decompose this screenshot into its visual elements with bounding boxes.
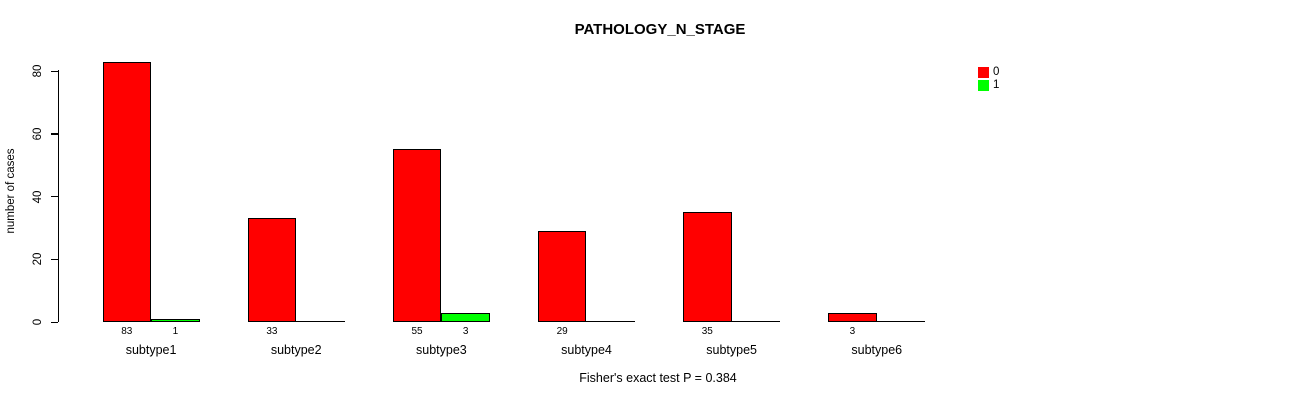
bar-value-label: 29 [556,326,568,337]
legend-item-0: 0 [978,66,999,79]
legend-item-1: 1 [978,79,999,92]
x-baseline-segment [392,321,490,323]
y-tick-label: 40 [32,190,44,203]
chart-title: PATHOLOGY_N_STAGE [574,21,746,38]
bar-0-subtype5 [683,212,732,322]
x-tick-label-subtype6: subtype6 [851,343,903,357]
bar-0-subtype3 [392,149,442,322]
bar-0-subtype6 [828,312,877,322]
x-tick-label-subtype5: subtype5 [706,343,757,357]
bar-value-label: 1 [172,326,179,337]
y-axis-line [58,70,60,322]
bar-value-label: 3 [849,326,856,337]
legend-label-1: 1 [993,78,1000,91]
bar-value-label: 35 [701,326,713,337]
x-baseline-segment [828,321,926,323]
x-tick-label-subtype1: subtype1 [125,343,177,357]
y-tick [51,196,58,198]
bar-1-subtype1 [151,318,200,322]
bar-0-subtype2 [247,218,297,322]
bar-0-subtype1 [102,61,152,322]
legend-swatch-green [978,79,989,91]
legend-swatch-red [978,66,989,78]
legend: 0 1 [978,66,999,92]
bar-value-label: 55 [411,326,423,337]
y-tick-label: 20 [32,252,44,266]
y-tick-label: 80 [32,64,44,78]
y-tick [51,133,58,135]
x-baseline-segment [247,321,345,323]
x-baseline-segment [683,321,781,323]
bar-value-label: 3 [462,326,469,337]
x-tick-label-subtype4: subtype4 [561,343,612,357]
bar-0-subtype4 [537,231,587,322]
y-axis-label: number of cases [5,148,17,234]
bar-value-label: 83 [121,326,133,337]
fisher-test-annotation: Fisher's exact test P = 0.384 [579,371,737,385]
x-baseline-segment [537,321,636,323]
y-tick-label: 0 [32,318,44,326]
y-tick [51,70,58,72]
y-tick [51,321,58,323]
y-tick [51,258,58,261]
bar-1-subtype3 [441,312,490,322]
legend-label-0: 0 [993,65,1000,78]
x-tick-label-subtype3: subtype3 [415,343,467,357]
bar-value-label: 33 [266,326,278,337]
y-tick-label: 60 [32,127,44,141]
x-tick-label-subtype2: subtype2 [270,343,322,357]
